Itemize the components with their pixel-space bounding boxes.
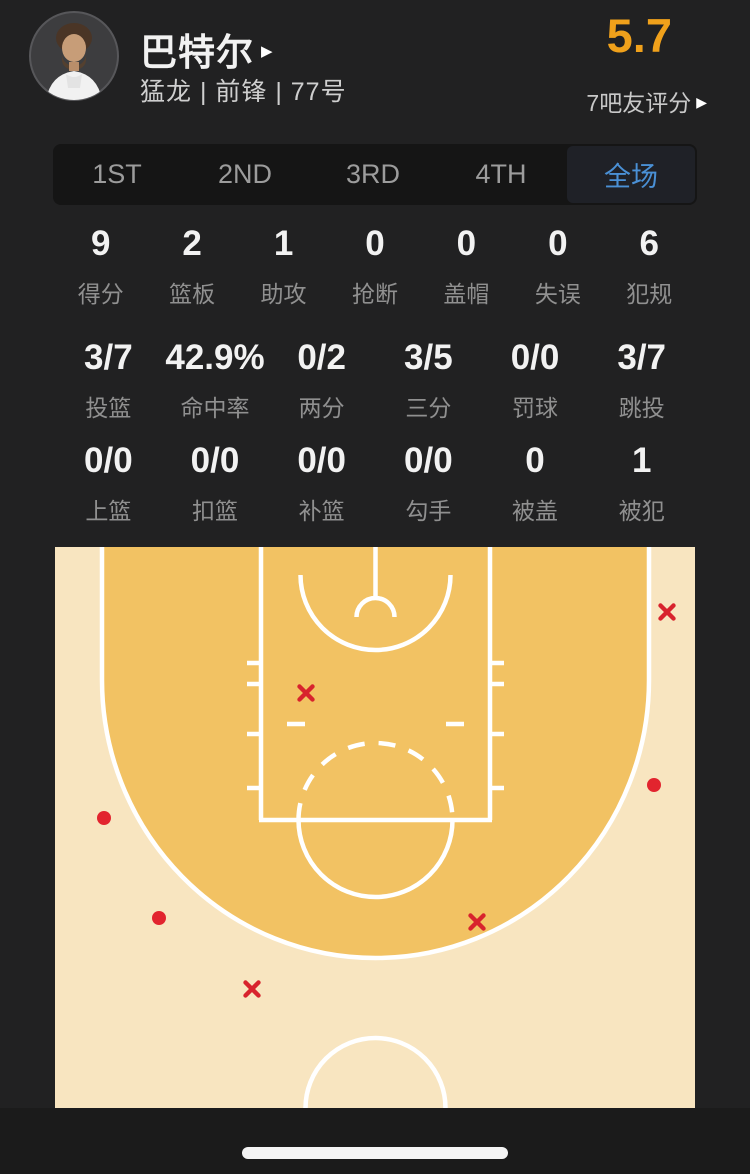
stat-命中率: 42.9% 命中率 xyxy=(162,338,269,423)
stat-value: 3/7 xyxy=(617,338,667,377)
stat-篮板: 2 篮板 xyxy=(146,224,237,309)
shot-chart-court xyxy=(55,547,695,1108)
bottom-bar xyxy=(0,1108,750,1174)
player-name: 巴特尔 xyxy=(140,32,254,73)
tab-2nd[interactable]: 2ND xyxy=(217,159,272,189)
stat-三分: 3/5 三分 xyxy=(375,338,482,423)
stat-value: 3/7 xyxy=(84,338,133,377)
stat-label: 失误 xyxy=(534,281,581,307)
stat-value: 0 xyxy=(365,224,385,263)
stat-label: 篮板 xyxy=(169,281,216,307)
caret-right-icon: ▶ xyxy=(696,93,707,110)
stat-row: 9 得分 2 篮板 1 助攻 0 抢断 0 盖帽 0 失误 6 犯规 xyxy=(55,224,695,309)
stat-扣篮: 0/0 扣篮 xyxy=(162,441,269,526)
stat-label: 罚球 xyxy=(512,395,559,421)
stat-value: 0 xyxy=(548,224,568,263)
stat-value: 2 xyxy=(182,224,202,263)
shot-missed-marker xyxy=(241,978,263,1000)
stat-value: 42.9% xyxy=(165,338,265,377)
stat-value: 3/5 xyxy=(404,338,453,377)
shot-missed-marker xyxy=(295,682,317,704)
stat-label: 命中率 xyxy=(180,395,250,421)
stat-得分: 9 得分 xyxy=(55,224,146,309)
stat-value: 0/0 xyxy=(297,441,346,480)
stat-label: 两分 xyxy=(298,395,345,421)
fan-rating-caption: 7吧友评分 xyxy=(586,90,692,116)
shot-missed-marker xyxy=(656,601,678,623)
stat-两分: 0/2 两分 xyxy=(268,338,375,423)
stat-label: 被犯 xyxy=(618,498,665,524)
stat-label: 扣篮 xyxy=(192,498,238,524)
court-markings xyxy=(99,547,652,1108)
stat-label: 盖帽 xyxy=(443,281,490,307)
fan-rating-score: 5.7 xyxy=(606,9,672,62)
stat-助攻: 1 助攻 xyxy=(238,224,329,309)
rim-arc xyxy=(354,595,397,618)
stat-罚球: 0/0 罚球 xyxy=(482,338,589,423)
team-position-number: 猛龙 | 前锋 | 77号 xyxy=(140,78,347,106)
player-name-row[interactable]: 巴特尔 ▶ xyxy=(140,22,273,76)
stat-label: 补篮 xyxy=(298,498,345,524)
tab-4th[interactable]: 4TH xyxy=(475,159,527,189)
stat-value: 0/0 xyxy=(190,441,240,480)
stat-value: 0/0 xyxy=(84,441,133,480)
stat-label: 跳投 xyxy=(618,395,665,421)
shot-made-marker xyxy=(152,911,166,925)
three-point-line xyxy=(99,547,652,961)
stat-row: 3/7 投篮 42.9% 命中率 0/2 两分 3/5 三分 0/0 罚球 3/7 跳投 xyxy=(55,338,695,423)
stat-抢断: 0 抢断 xyxy=(329,224,420,309)
free-throw-circle-dashed xyxy=(296,740,455,821)
stat-label: 勾手 xyxy=(405,498,452,524)
shot-missed-marker xyxy=(466,911,488,933)
stat-被犯: 1 被犯 xyxy=(588,441,695,526)
quarter-tab-bar: 1ST 2ND 3RD 4TH 全场 xyxy=(53,144,697,205)
half-court-circle xyxy=(303,1035,448,1108)
stat-value: 9 xyxy=(90,224,111,263)
stat-row: 0/0 上篮 0/0 扣篮 0/0 补篮 0/0 勾手 0 被盖 1 被犯 xyxy=(55,441,695,526)
stat-盖帽: 0 盖帽 xyxy=(421,224,512,309)
tab-全场[interactable]: 全场 xyxy=(567,146,695,203)
free-throw-circle-solid xyxy=(296,819,455,900)
stat-被盖: 0 被盖 xyxy=(482,441,589,526)
stat-label: 上篮 xyxy=(85,498,132,524)
restricted-area-arc xyxy=(298,574,453,653)
stat-犯规: 6 犯规 xyxy=(604,224,695,309)
stat-value: 0 xyxy=(525,441,545,480)
stat-value: 0 xyxy=(456,224,477,263)
stat-勾手: 0/0 勾手 xyxy=(375,441,482,526)
stat-value: 0/0 xyxy=(404,441,453,480)
stat-补篮: 0/0 补篮 xyxy=(268,441,375,526)
shot-markers xyxy=(55,547,695,1108)
stat-label: 抢断 xyxy=(351,281,398,307)
stat-跳投: 3/7 跳投 xyxy=(588,338,695,423)
stat-label: 犯规 xyxy=(626,281,673,307)
shot-made-marker xyxy=(647,778,661,792)
player-avatar[interactable] xyxy=(28,10,120,102)
caret-right-icon: ▶ xyxy=(261,43,273,60)
stat-上篮: 0/0 上篮 xyxy=(55,441,162,526)
stat-value: 1 xyxy=(273,224,294,263)
stat-value: 1 xyxy=(631,441,652,480)
shot-made-marker xyxy=(97,811,111,825)
tab-3rd[interactable]: 3RD xyxy=(345,159,400,189)
stat-value: 6 xyxy=(639,224,659,263)
stat-label: 投篮 xyxy=(85,395,132,421)
stat-失误: 0 失误 xyxy=(512,224,603,309)
home-indicator[interactable] xyxy=(242,1147,508,1159)
stat-value: 0/2 xyxy=(297,338,346,377)
stat-value: 0/0 xyxy=(510,338,560,377)
player-photo xyxy=(46,23,102,100)
tab-1st[interactable]: 1ST xyxy=(92,159,142,189)
stat-label: 三分 xyxy=(405,395,452,421)
stat-投篮: 3/7 投篮 xyxy=(55,338,162,423)
stat-label: 被盖 xyxy=(512,498,559,524)
fan-rating-link[interactable]: 7吧友评分 ▶ xyxy=(586,84,707,118)
stat-label: 助攻 xyxy=(260,281,307,307)
stat-label: 得分 xyxy=(77,281,124,307)
